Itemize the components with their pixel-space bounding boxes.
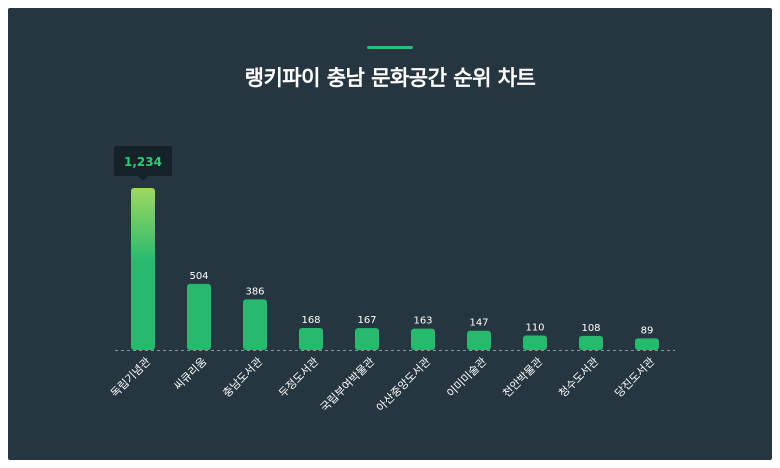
bar-7 [467, 330, 491, 350]
category-label-3: 충남도서관 [220, 355, 265, 400]
data-label-4: 168 [301, 315, 320, 326]
bar-5 [355, 328, 379, 350]
data-label-10: 89 [641, 325, 654, 336]
data-label-6: 163 [413, 316, 432, 327]
bar-10 [635, 338, 659, 350]
data-label-3: 386 [245, 286, 264, 297]
category-label-7: 이미미술관 [444, 355, 489, 400]
category-label-9: 청수도서관 [556, 355, 601, 400]
category-label-4: 두정도서관 [276, 355, 321, 400]
bar-4 [299, 327, 323, 350]
data-label-2: 504 [189, 271, 208, 282]
tooltip-pointer [138, 176, 148, 181]
chart-title: 랭키파이 충남 문화공간 순위 차트 [244, 66, 536, 90]
title-accent-bar [367, 46, 413, 49]
category-label-2: 씨큐리움 [171, 355, 209, 393]
data-label-7: 147 [469, 318, 488, 329]
category-label-6: 아산중앙도서관 [374, 355, 433, 414]
data-label-1: 1,234 [124, 155, 162, 169]
category-label-1: 독립기념관 [108, 355, 153, 400]
bar-9 [579, 335, 603, 350]
value-tooltip: 1,234 [114, 146, 172, 181]
bar-6 [411, 328, 435, 350]
bar-1 [131, 188, 155, 350]
category-label-10: 당진도서관 [612, 355, 657, 400]
bar-3 [243, 299, 267, 350]
data-label-9: 108 [581, 323, 600, 334]
tooltip-box [114, 146, 172, 176]
data-label-5: 167 [357, 315, 376, 326]
bar-8 [523, 335, 547, 350]
category-label-8: 천안박물관 [500, 354, 546, 400]
category-label-5: 국립부여박물관 [318, 355, 377, 414]
data-label-8: 110 [525, 323, 544, 334]
bar-2 [187, 283, 211, 350]
